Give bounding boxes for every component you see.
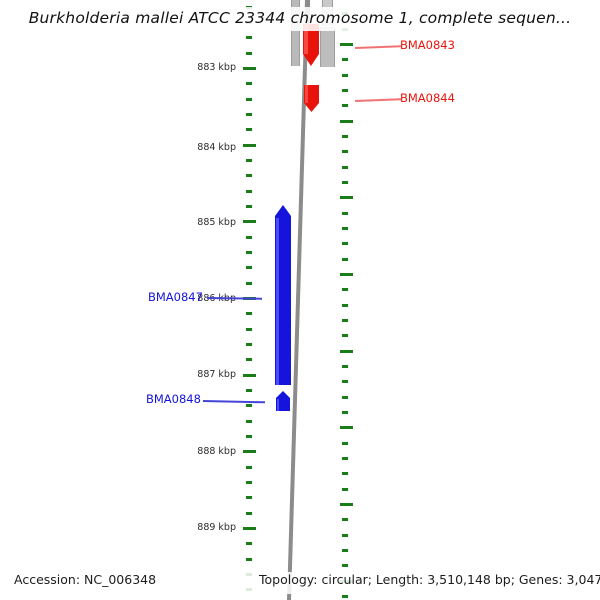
minor-tick-left bbox=[246, 496, 252, 499]
minor-tick-left bbox=[246, 466, 252, 469]
minor-tick-right bbox=[342, 181, 348, 184]
major-tick-left bbox=[243, 67, 256, 70]
gene-BMA0848[interactable] bbox=[276, 391, 290, 411]
gene-label-BMA0847[interactable]: BMA0847 bbox=[148, 290, 203, 304]
minor-tick-left bbox=[246, 52, 252, 55]
major-tick-left bbox=[243, 527, 256, 530]
minor-tick-left bbox=[246, 435, 252, 438]
gene-label-BMA0844[interactable]: BMA0844 bbox=[400, 91, 455, 105]
minor-tick-left bbox=[246, 282, 252, 285]
minor-tick-right bbox=[342, 411, 348, 414]
minor-tick-right bbox=[342, 319, 348, 322]
axis-tick-label: 884 kbp bbox=[197, 142, 236, 153]
minor-tick-right bbox=[342, 135, 348, 138]
minor-tick-right bbox=[342, 534, 348, 537]
major-tick-left bbox=[243, 144, 256, 147]
major-tick-left bbox=[243, 374, 256, 377]
minor-tick-right bbox=[342, 212, 348, 215]
minor-tick-left bbox=[246, 481, 252, 484]
inactive-feature-bar[interactable] bbox=[320, 27, 335, 67]
callout-line-BMA0843 bbox=[354, 45, 401, 49]
minor-tick-left bbox=[246, 159, 252, 162]
page-title: Burkholderia mallei ATCC 23344 chromosom… bbox=[28, 9, 572, 27]
axis-tick-label: 883 kbp bbox=[197, 62, 236, 73]
minor-tick-left bbox=[246, 113, 252, 116]
minor-tick-left bbox=[246, 343, 252, 346]
minor-tick-left bbox=[246, 312, 252, 315]
minor-tick-right bbox=[342, 304, 348, 307]
major-tick-right bbox=[340, 426, 353, 429]
major-tick-right bbox=[340, 120, 353, 123]
minor-tick-right bbox=[342, 150, 348, 153]
minor-tick-left bbox=[246, 389, 252, 392]
minor-tick-left bbox=[246, 251, 252, 254]
minor-tick-right bbox=[342, 166, 348, 169]
minor-tick-right bbox=[342, 457, 348, 460]
major-tick-left bbox=[243, 220, 256, 223]
minor-tick-left bbox=[246, 128, 252, 131]
minor-tick-left bbox=[246, 404, 252, 407]
major-tick-left bbox=[243, 450, 256, 453]
minor-tick-left bbox=[246, 266, 252, 269]
minor-tick-right bbox=[342, 396, 348, 399]
minor-tick-right bbox=[342, 564, 348, 567]
minor-tick-right bbox=[342, 488, 348, 491]
axis-tick-label: 885 kbp bbox=[197, 217, 236, 228]
minor-tick-left bbox=[246, 82, 252, 85]
minor-tick-right bbox=[342, 242, 348, 245]
major-tick-right bbox=[340, 503, 353, 506]
minor-tick-left bbox=[246, 358, 252, 361]
minor-tick-right bbox=[342, 89, 348, 92]
callout-line-BMA0848 bbox=[202, 400, 266, 403]
major-tick-right bbox=[340, 43, 353, 46]
major-tick-right bbox=[340, 273, 353, 276]
sequence-summary-label: Topology: circular; Length: 3,510,148 bp… bbox=[259, 572, 600, 587]
minor-tick-right bbox=[342, 74, 348, 77]
minor-tick-left bbox=[246, 328, 252, 331]
minor-tick-right bbox=[342, 595, 348, 598]
gene-BMA0844[interactable] bbox=[304, 85, 319, 112]
gene-label-BMA0843[interactable]: BMA0843 bbox=[400, 38, 455, 52]
minor-tick-right bbox=[342, 365, 348, 368]
minor-tick-left bbox=[246, 542, 252, 545]
gene-label-BMA0848[interactable]: BMA0848 bbox=[146, 392, 201, 406]
minor-tick-left bbox=[246, 236, 252, 239]
accession-label: Accession: NC_006348 bbox=[14, 572, 157, 587]
minor-tick-left bbox=[246, 420, 252, 423]
minor-tick-right bbox=[342, 549, 348, 552]
minor-tick-right bbox=[342, 518, 348, 521]
gene-BMA0847[interactable] bbox=[275, 205, 291, 385]
minor-tick-left bbox=[246, 512, 252, 515]
minor-tick-right bbox=[342, 58, 348, 61]
minor-tick-left bbox=[246, 558, 252, 561]
minor-tick-left bbox=[246, 190, 252, 193]
major-tick-right bbox=[340, 196, 353, 199]
axis-tick-label: 889 kbp bbox=[197, 522, 236, 533]
minor-tick-right bbox=[342, 258, 348, 261]
minor-tick-left bbox=[246, 174, 252, 177]
minor-tick-left bbox=[246, 36, 252, 39]
axis-tick-label: 887 kbp bbox=[197, 369, 236, 380]
minor-tick-right bbox=[342, 442, 348, 445]
minor-tick-right bbox=[342, 288, 348, 291]
axis-tick-label: 888 kbp bbox=[197, 446, 236, 457]
minor-tick-left bbox=[246, 205, 252, 208]
minor-tick-left bbox=[246, 98, 252, 101]
minor-tick-right bbox=[342, 472, 348, 475]
minor-tick-right bbox=[342, 227, 348, 230]
minor-tick-right bbox=[342, 334, 348, 337]
major-tick-right bbox=[340, 350, 353, 353]
minor-tick-right bbox=[342, 104, 348, 107]
minor-tick-right bbox=[342, 380, 348, 383]
callout-line-BMA0844 bbox=[354, 98, 401, 102]
